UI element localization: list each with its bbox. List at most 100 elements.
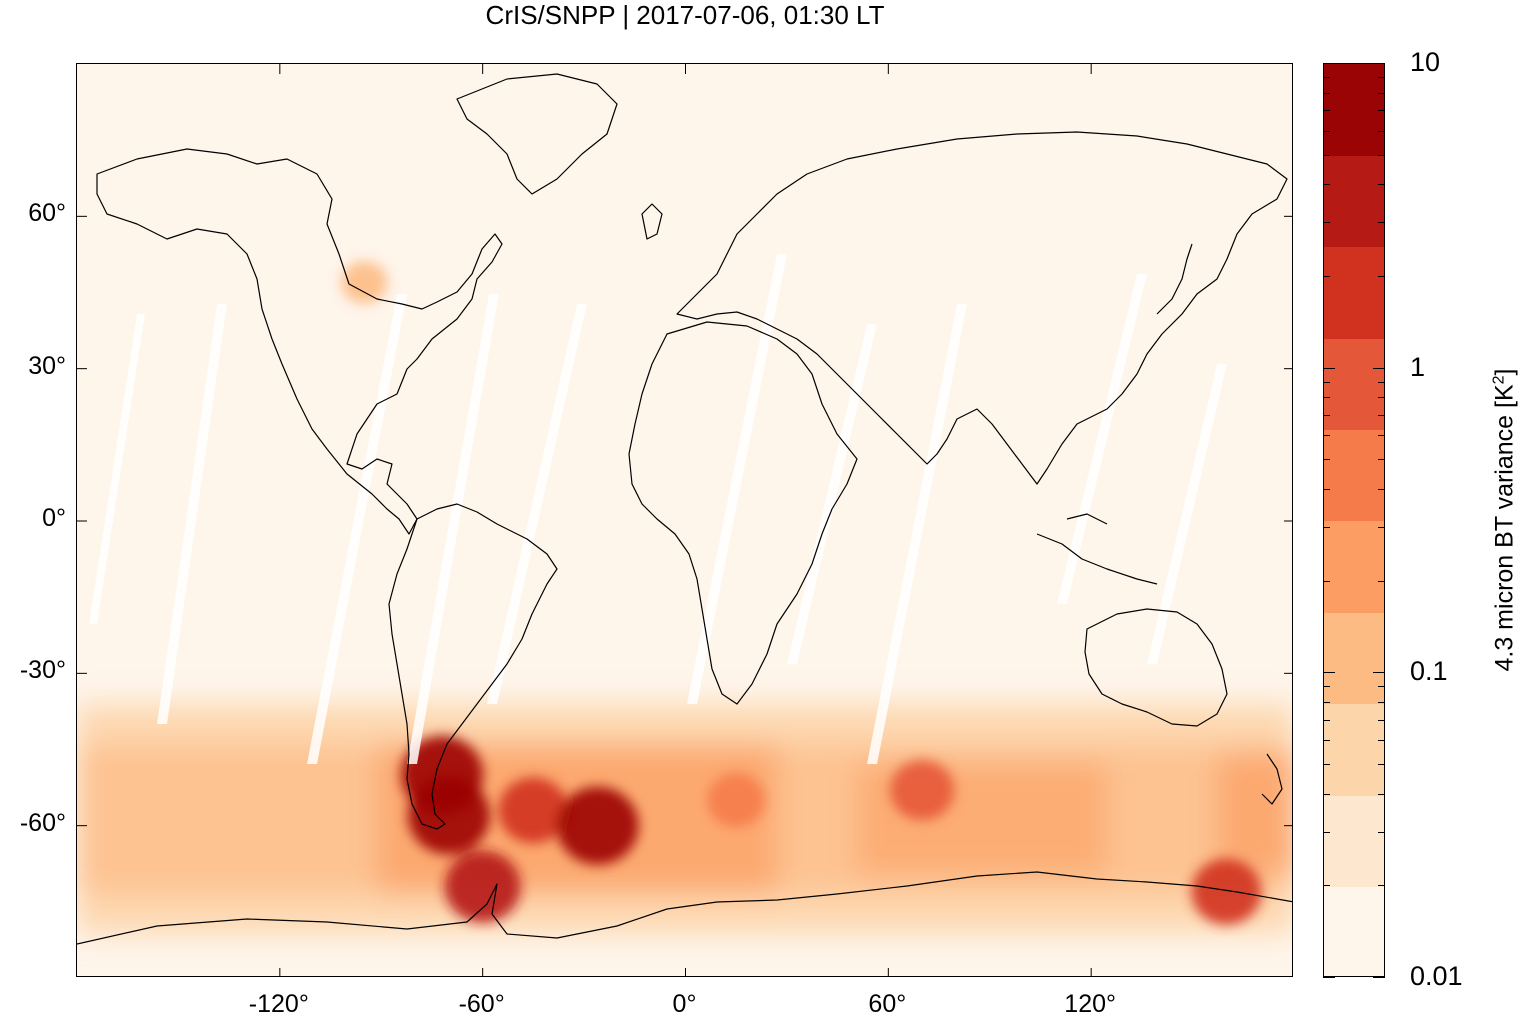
coast-antarctica: [77, 871, 1292, 945]
colorbar-tick: [1323, 831, 1330, 833]
southern-variance-belt: [77, 704, 1292, 934]
colorbar-tick: [1323, 488, 1330, 490]
variance-hotspot: [890, 760, 955, 821]
colorbar-tick: [1373, 63, 1385, 64]
colorbar-band: [1324, 429, 1384, 522]
colorbar-tick: [1323, 397, 1330, 399]
colorbar-tick: [1323, 184, 1330, 186]
colorbar-tick: [1378, 526, 1385, 528]
colorbar-tick: [1378, 154, 1385, 156]
colorbar-band: [1324, 521, 1384, 613]
colorbar-band: [1324, 338, 1384, 431]
longitude-label: -60°: [458, 990, 505, 1018]
coast-eurasia: [676, 131, 1288, 485]
longitude-label: 60°: [868, 990, 907, 1018]
colorbar-tick: [1378, 719, 1385, 721]
variance-hotspot: [407, 776, 490, 855]
coast-japan: [1156, 243, 1193, 315]
variance-hotspot: [707, 773, 766, 828]
colorbar-tick: [1378, 222, 1385, 224]
colorbar-tick: [1378, 793, 1385, 795]
colorbar-tick: [1378, 686, 1385, 688]
coast-africa: [628, 321, 858, 705]
colorbar-tick: [1378, 110, 1385, 112]
colorbar-label: 4.3 micron BT variance [K2]: [1490, 368, 1519, 672]
colorbar-tick: [1323, 719, 1330, 721]
colorbar-band: [1324, 155, 1384, 248]
colorbar-tick: [1323, 130, 1330, 132]
colorbar-tick: [1323, 459, 1330, 461]
colorbar-tick: [1378, 414, 1385, 416]
colorbar-tick: [1323, 92, 1330, 94]
colorbar-tick-label: 0.1: [1410, 656, 1448, 687]
colorbar-tick: [1378, 130, 1385, 132]
map-tick-marks: [77, 64, 1292, 976]
variance-hotspot: [444, 850, 521, 923]
colorbar-tick: [1373, 977, 1385, 978]
colorbar-band: [1324, 246, 1384, 339]
colorbar-tick: [1378, 275, 1385, 277]
colorbar-tick: [1378, 92, 1385, 94]
colorbar-tick: [1378, 580, 1385, 582]
colorbar-tick: [1323, 793, 1330, 795]
coast-australia: [1084, 608, 1228, 727]
colorbar-band: [1324, 703, 1384, 796]
colorbar-tick: [1323, 764, 1330, 766]
colorbar-band: [1324, 64, 1384, 156]
coast-south-america: [388, 503, 558, 830]
colorbar-tick: [1378, 435, 1385, 437]
colorbar-tick-label: 1: [1410, 351, 1426, 382]
colorbar-tick: [1378, 701, 1385, 703]
colorbar-tick: [1378, 764, 1385, 766]
latitude-label: 30°: [28, 351, 66, 380]
colorbar-tick: [1378, 381, 1385, 383]
colorbar-tick: [1323, 885, 1330, 887]
colorbar-tick: [1323, 414, 1330, 416]
colorbar-tick: [1323, 63, 1335, 64]
coastlines: [77, 73, 1292, 945]
colorbar-tick: [1323, 580, 1330, 582]
colorbar-tick: [1323, 739, 1330, 741]
colorbar: [1323, 63, 1385, 977]
longitude-label: -120°: [248, 990, 309, 1018]
colorbar-tick: [1323, 701, 1330, 703]
variance-hotspot: [556, 786, 639, 865]
map-panel: [76, 63, 1293, 977]
colorbar-tick: [1323, 154, 1330, 156]
coast-north-america: [96, 148, 503, 535]
colorbar-tick: [1323, 110, 1330, 112]
colorbar-tick: [1323, 367, 1335, 369]
colorbar-tick: [1323, 686, 1330, 688]
colorbar-tick: [1323, 222, 1330, 224]
colorbar-tick: [1323, 275, 1330, 277]
orbit-gap-stripes: [89, 254, 1227, 764]
colorbar-tick: [1323, 381, 1330, 383]
colorbar-tick: [1378, 885, 1385, 887]
variance-hotspot: [341, 261, 388, 304]
colorbar-tick: [1378, 831, 1385, 833]
latitude-label: 0°: [42, 504, 66, 532]
colorbar-tick: [1323, 977, 1335, 978]
variance-hotspot: [1191, 858, 1262, 925]
colorbar-tick: [1323, 435, 1330, 437]
variance-map: [77, 64, 1292, 976]
colorbar-band: [1324, 886, 1384, 976]
colorbar-tick: [1373, 672, 1385, 674]
coast-new-zealand: [1261, 753, 1283, 805]
map-title: CrIS/SNPP | 2017-07-06, 01:30 LT: [485, 0, 885, 30]
colorbar-tick: [1378, 488, 1385, 490]
coast-uk: [641, 203, 663, 240]
coast-indonesia: [1036, 513, 1158, 585]
colorbar-tick: [1323, 76, 1330, 78]
latitude-label: -60°: [19, 808, 66, 837]
colorbar-tick: [1378, 76, 1385, 78]
longitude-label: 0°: [672, 990, 697, 1018]
latitude-label: -30°: [19, 656, 66, 685]
variance-hotspots: [341, 261, 1262, 925]
coast-greenland: [456, 73, 618, 195]
colorbar-band: [1324, 795, 1384, 888]
longitude-label: 120°: [1064, 990, 1117, 1018]
colorbar-band: [1324, 612, 1384, 705]
colorbar-tick: [1378, 397, 1385, 399]
variance-hotspot: [498, 777, 569, 844]
